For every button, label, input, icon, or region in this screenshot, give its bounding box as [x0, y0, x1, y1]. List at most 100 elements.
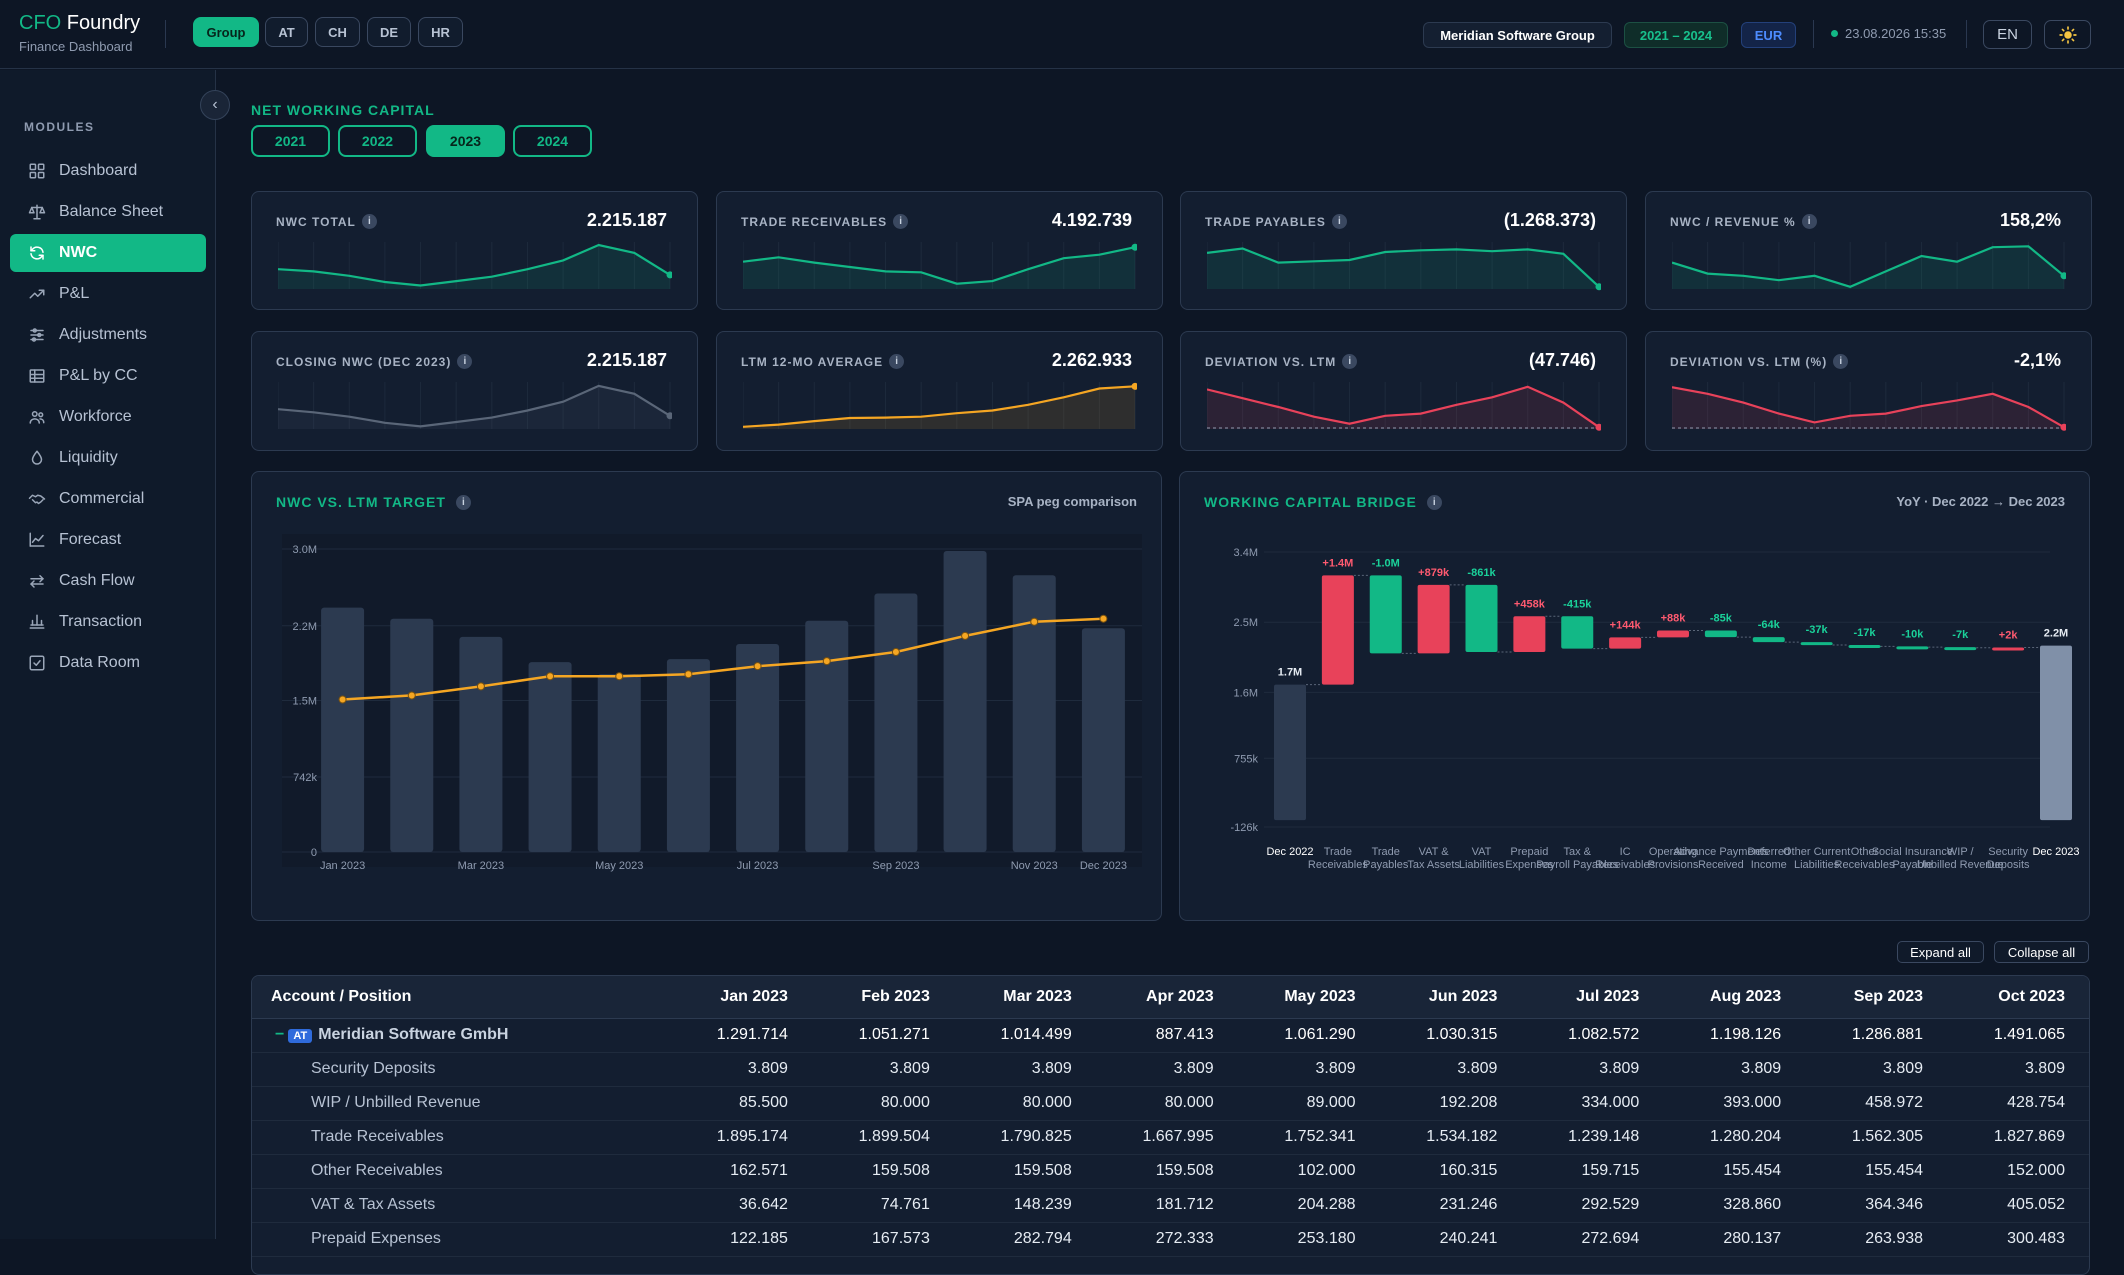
entity-tab-at[interactable]: AT [265, 17, 308, 47]
column-header[interactable]: Apr 2023 [1095, 976, 1238, 1019]
bridge-step-bar[interactable] [1752, 637, 1785, 643]
ltm-point[interactable] [1099, 614, 1108, 623]
info-icon[interactable]: i [1426, 494, 1442, 510]
kpi-card-nwc-revenue[interactable]: NWC / REVENUE % i 158,2% [1645, 191, 2092, 310]
column-header-account[interactable]: Account / Position [252, 976, 671, 1019]
nwc-bar[interactable] [1081, 628, 1125, 852]
currency-selector[interactable]: EUR [1741, 22, 1796, 48]
sidebar-item-adjustments[interactable]: Adjustments [10, 316, 206, 354]
bridge-step-bar[interactable] [1513, 616, 1546, 652]
year-tab-2024[interactable]: 2024 [513, 125, 592, 157]
sidebar-item-data-room[interactable]: Data Room [10, 644, 206, 682]
kpi-card-trade-payables[interactable]: TRADE PAYABLES i (1.268.373) [1180, 191, 1627, 310]
nwc-bar[interactable] [459, 636, 503, 852]
bridge-step-bar[interactable] [1992, 647, 2025, 651]
info-icon[interactable]: i [889, 354, 905, 369]
language-button[interactable]: EN [1983, 20, 2032, 49]
group-cell[interactable]: − AT Meridian Software GmbH [252, 1018, 671, 1053]
bridge-step-bar[interactable] [1321, 575, 1354, 685]
ltm-point[interactable] [476, 682, 485, 691]
bridge-step-bar[interactable] [1561, 616, 1594, 649]
info-icon[interactable]: i [457, 354, 473, 369]
sidebar-item-liquidity[interactable]: Liquidity [10, 439, 206, 477]
entity-tab-hr[interactable]: HR [418, 17, 463, 47]
sidebar-item-balance-sheet[interactable]: Balance Sheet [10, 193, 206, 231]
ltm-point[interactable] [961, 631, 970, 640]
year-tab-2022[interactable]: 2022 [338, 125, 417, 157]
bridge-step-bar[interactable] [1465, 584, 1498, 652]
year-tab-2021[interactable]: 2021 [251, 125, 330, 157]
kpi-card-deviation-vs-ltm[interactable]: DEVIATION VS. LTM i (47.746) [1180, 331, 1627, 451]
ltm-point[interactable] [891, 648, 900, 657]
info-icon[interactable]: i [455, 494, 471, 510]
period-selector[interactable]: 2021 – 2024 [1624, 22, 1728, 48]
ltm-point[interactable] [822, 657, 831, 666]
ltm-point[interactable] [546, 672, 555, 681]
info-icon[interactable]: i [893, 214, 909, 229]
info-icon[interactable]: i [361, 214, 377, 229]
nwc-bar[interactable] [736, 643, 780, 852]
sidebar-item-cash-flow[interactable]: Cash Flow [10, 562, 206, 600]
sidebar-item-commercial[interactable]: Commercial [10, 480, 206, 518]
bridge-step-bar[interactable] [1800, 642, 1833, 646]
table-row[interactable]: Security Deposits 3.809 3.809 3.809 3.809 3.8… [252, 1052, 2089, 1087]
table-row[interactable]: Prepaid Expenses 122.185 167.573 282.794 272… [252, 1222, 2089, 1257]
info-icon[interactable]: i [1331, 214, 1347, 229]
sidebar-item-p-l[interactable]: P&L [10, 275, 206, 313]
bridge-step-bar[interactable] [1657, 630, 1689, 638]
sidebar-item-nwc[interactable]: NWC [10, 234, 206, 272]
column-header[interactable]: Jun 2023 [1379, 976, 1522, 1019]
table-row[interactable]: Other Receivables 162.571 159.508 159.508 15… [252, 1154, 2089, 1189]
column-header[interactable]: Sep 2023 [1805, 976, 1948, 1019]
nwc-bar[interactable] [597, 674, 641, 852]
bridge-start-bar[interactable] [1274, 684, 1306, 821]
ltm-point[interactable] [338, 695, 347, 704]
column-header[interactable]: May 2023 [1237, 976, 1380, 1019]
table-row[interactable]: WIP / Unbilled Revenue 85.500 80.000 80.000… [252, 1086, 2089, 1121]
table-row[interactable]: Trade Receivables 1.895.174 1.899.504 1.790… [252, 1120, 2089, 1155]
nwc-bar[interactable] [390, 618, 434, 852]
sidebar-item-forecast[interactable]: Forecast [10, 521, 206, 559]
collapse-all-button[interactable]: Collapse all [1994, 941, 2089, 963]
nwc-bar[interactable] [874, 593, 918, 852]
bridge-end-bar[interactable] [2040, 645, 2072, 821]
kpi-card-nwc-total[interactable]: NWC TOTAL i 2.215.187 [251, 191, 698, 310]
nwc-bar[interactable] [805, 620, 849, 852]
company-selector[interactable]: Meridian Software Group [1423, 22, 1612, 48]
entity-tab-group[interactable]: Group [193, 17, 259, 47]
nwc-bar[interactable] [321, 607, 365, 852]
column-header[interactable]: Aug 2023 [1663, 976, 1806, 1019]
nwc-bar[interactable] [1012, 575, 1056, 852]
ltm-point[interactable] [615, 672, 624, 681]
sidebar-item-transaction[interactable]: Transaction [10, 603, 206, 641]
sidebar-item-workforce[interactable]: Workforce [10, 398, 206, 436]
theme-toggle-button[interactable] [2044, 20, 2091, 49]
kpi-card-closing-nwc-dec-2023[interactable]: CLOSING NWC (DEC 2023) i 2.215.187 [251, 331, 698, 451]
table-row[interactable]: VAT & Tax Assets 36.642 74.761 148.239 181.7… [252, 1188, 2089, 1223]
nwc-bar[interactable] [943, 551, 987, 852]
ltm-point[interactable] [753, 662, 762, 671]
bridge-step-bar[interactable] [1848, 645, 1881, 649]
sidebar-item-dashboard[interactable]: Dashboard [10, 152, 206, 190]
entity-tab-de[interactable]: DE [367, 17, 411, 47]
collapse-row-icon[interactable]: − [275, 1026, 285, 1043]
brand[interactable]: CFO Foundry Finance Dashboard [19, 12, 140, 54]
expand-all-button[interactable]: Expand all [1897, 941, 1984, 963]
column-header[interactable]: Jan 2023 [670, 976, 812, 1019]
nwc-bar[interactable] [666, 659, 710, 852]
column-header[interactable]: Mar 2023 [953, 976, 1096, 1019]
column-header[interactable]: Feb 2023 [811, 976, 954, 1019]
bridge-step-bar[interactable] [1369, 575, 1402, 654]
bridge-step-bar[interactable] [1944, 647, 1977, 651]
info-icon[interactable]: i [1833, 354, 1849, 369]
ltm-point[interactable] [1030, 617, 1039, 626]
kpi-card-ltm-12-mo-average[interactable]: LTM 12-MO AVERAGE i 2.262.933 [716, 331, 1163, 451]
column-header[interactable]: Jul 2023 [1521, 976, 1664, 1019]
collapse-sidebar-button[interactable]: ‹ [200, 90, 230, 120]
info-icon[interactable]: i [1801, 214, 1817, 229]
bridge-step-bar[interactable] [1704, 630, 1737, 638]
year-tab-2023[interactable]: 2023 [426, 125, 505, 157]
bridge-step-bar[interactable] [1417, 584, 1450, 654]
bridge-step-bar[interactable] [1896, 646, 1929, 650]
sidebar-item-p-l-by-cc[interactable]: P&L by CC [10, 357, 206, 395]
